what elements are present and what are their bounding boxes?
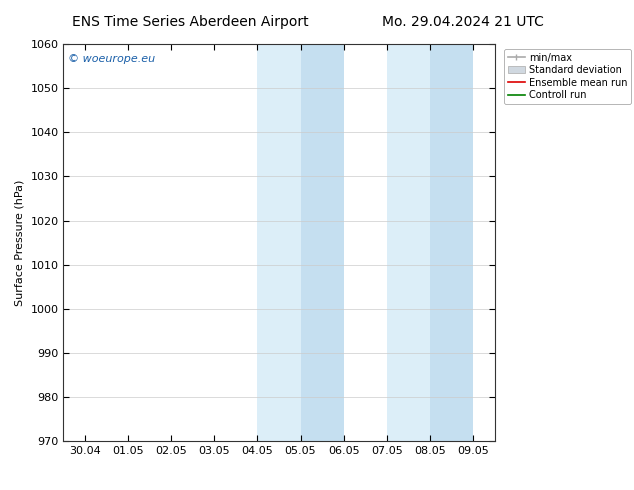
Bar <box>257 44 301 441</box>
Text: Mo. 29.04.2024 21 UTC: Mo. 29.04.2024 21 UTC <box>382 15 544 29</box>
Text: ENS Time Series Aberdeen Airport: ENS Time Series Aberdeen Airport <box>72 15 309 29</box>
Text: © woeurope.eu: © woeurope.eu <box>68 54 155 64</box>
Legend: min/max, Standard deviation, Ensemble mean run, Controll run: min/max, Standard deviation, Ensemble me… <box>503 49 631 104</box>
Y-axis label: Surface Pressure (hPa): Surface Pressure (hPa) <box>15 179 25 306</box>
Bar <box>387 44 430 441</box>
Bar <box>301 44 344 441</box>
Bar <box>430 44 473 441</box>
